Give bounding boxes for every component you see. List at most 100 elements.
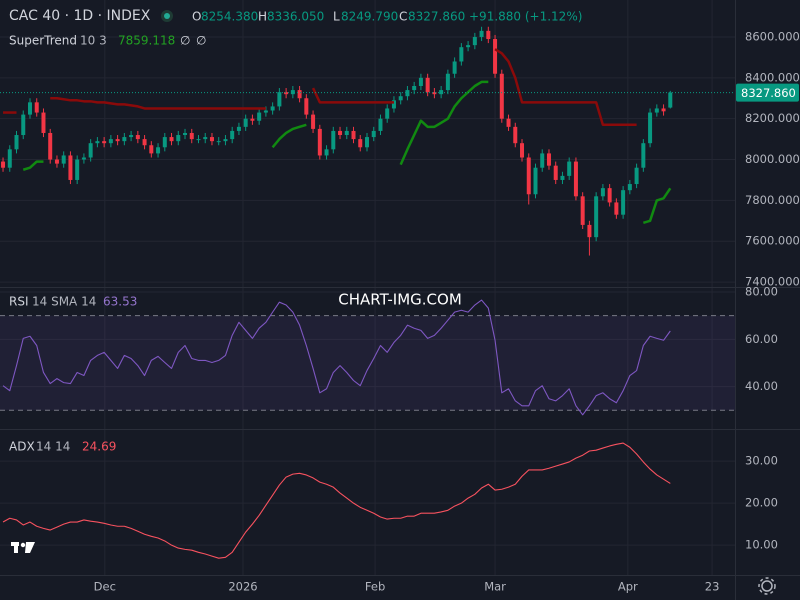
- candle-body: [290, 90, 295, 95]
- candle-body: [27, 102, 32, 115]
- candle-body: [216, 141, 221, 143]
- y-tick-label: 7800.000: [745, 193, 800, 207]
- candle-body: [223, 139, 228, 142]
- ohlc-high: 8336.050: [267, 10, 324, 24]
- candle-body: [371, 130, 376, 138]
- candle-body: [506, 118, 511, 127]
- y-tick-label: 20.00: [745, 496, 778, 510]
- candle-body: [540, 153, 545, 168]
- supertrend-line: [271, 123, 307, 149]
- supertrend-line: [50, 97, 266, 110]
- candle-body: [654, 108, 659, 113]
- indicator-line: [2, 299, 671, 416]
- indicator-value: 24.69: [82, 440, 116, 454]
- candle-body: [351, 130, 356, 140]
- x-tick-label: Feb: [365, 580, 385, 594]
- y-tick-label: 80.00: [745, 285, 778, 299]
- y-tick-label: 8000.000: [745, 152, 800, 166]
- candle-body: [378, 118, 383, 131]
- candle-body: [587, 224, 592, 238]
- candle-body: [493, 39, 498, 74]
- candle-body: [634, 167, 639, 185]
- candle-body: [81, 157, 86, 160]
- candle-body: [472, 36, 477, 46]
- ohlc-change: +91.880 (+1.12%): [469, 10, 582, 24]
- candle-body: [526, 157, 531, 195]
- candle-body: [176, 135, 181, 142]
- candle-body: [533, 167, 538, 195]
- candle-body: [479, 30, 484, 37]
- candle-body: [546, 153, 551, 166]
- candle-body: [486, 30, 491, 40]
- indicator-name: ADX: [9, 440, 35, 454]
- candle-body: [641, 143, 646, 168]
- indicator-name: RSI: [9, 295, 29, 309]
- candle-body: [230, 130, 235, 140]
- indicator-name: SuperTrend: [9, 34, 77, 48]
- candle-body: [108, 139, 113, 144]
- logo: [11, 542, 35, 553]
- candle-body: [277, 92, 282, 107]
- logo-part: [25, 542, 35, 553]
- candle-body: [61, 155, 66, 164]
- candle-body: [405, 90, 410, 97]
- candle-body: [257, 112, 262, 121]
- candle-body: [48, 132, 53, 160]
- candle-body: [149, 145, 154, 154]
- candle-body: [452, 61, 457, 74]
- candle-body: [203, 137, 208, 140]
- candle-body: [324, 149, 329, 156]
- candle-body: [297, 90, 302, 99]
- y-tick-label: 8600.000: [745, 29, 800, 43]
- candle-body: [1, 161, 6, 168]
- candle-body: [209, 137, 214, 142]
- y-tick-label: 10.00: [745, 538, 778, 552]
- indicator-params: 14 14: [36, 440, 70, 454]
- watermark: CHART-IMG.COM: [338, 291, 462, 309]
- gear-teeth[interactable]: [758, 577, 776, 595]
- candle-body: [560, 175, 565, 180]
- candle-body: [156, 147, 161, 154]
- gear[interactable]: [761, 580, 773, 592]
- ohlc-tag: L: [333, 10, 340, 24]
- candle-body: [263, 110, 268, 113]
- candle-body: [621, 190, 626, 215]
- indicator-flag: ∅: [196, 34, 206, 48]
- candle-body: [445, 73, 450, 91]
- supertrend-line: [494, 48, 637, 127]
- candle-body: [661, 108, 666, 112]
- candle-body: [607, 188, 612, 203]
- candle-body: [594, 196, 599, 238]
- candle-body: [580, 196, 585, 225]
- candle-body: [418, 77, 423, 86]
- candle-body: [364, 137, 369, 148]
- candle-body: [88, 143, 93, 158]
- indicator-params: 10 3: [80, 34, 107, 48]
- candle-body: [7, 149, 12, 168]
- candle-body: [627, 184, 632, 191]
- candle-body: [412, 85, 417, 91]
- indicator-flag: ∅: [180, 34, 190, 48]
- candle-body: [95, 141, 100, 144]
- candle-body: [142, 139, 147, 146]
- x-tick-label: 23: [705, 580, 720, 594]
- last-price-label: 8327.860: [741, 86, 796, 100]
- candle-body: [162, 137, 167, 148]
- ohlc-open: 8254.380: [201, 10, 258, 24]
- candle-body: [614, 202, 619, 215]
- labels: CAC 40 · 1D · INDEX O 8254.380 H 8336.05…: [9, 8, 800, 594]
- candle-body: [14, 135, 19, 150]
- logo-part: [14, 542, 18, 553]
- candle-body: [499, 73, 504, 119]
- candle-body: [236, 126, 241, 131]
- candle-body: [189, 132, 194, 140]
- candle-body: [122, 137, 127, 142]
- settings-icon[interactable]: [758, 577, 776, 595]
- x-tick-label: 2026: [228, 580, 257, 594]
- candle-body: [520, 143, 525, 158]
- candle-body: [385, 108, 390, 119]
- supertrend-line: [399, 80, 489, 166]
- candle-body: [68, 155, 73, 180]
- candle-body: [102, 141, 107, 144]
